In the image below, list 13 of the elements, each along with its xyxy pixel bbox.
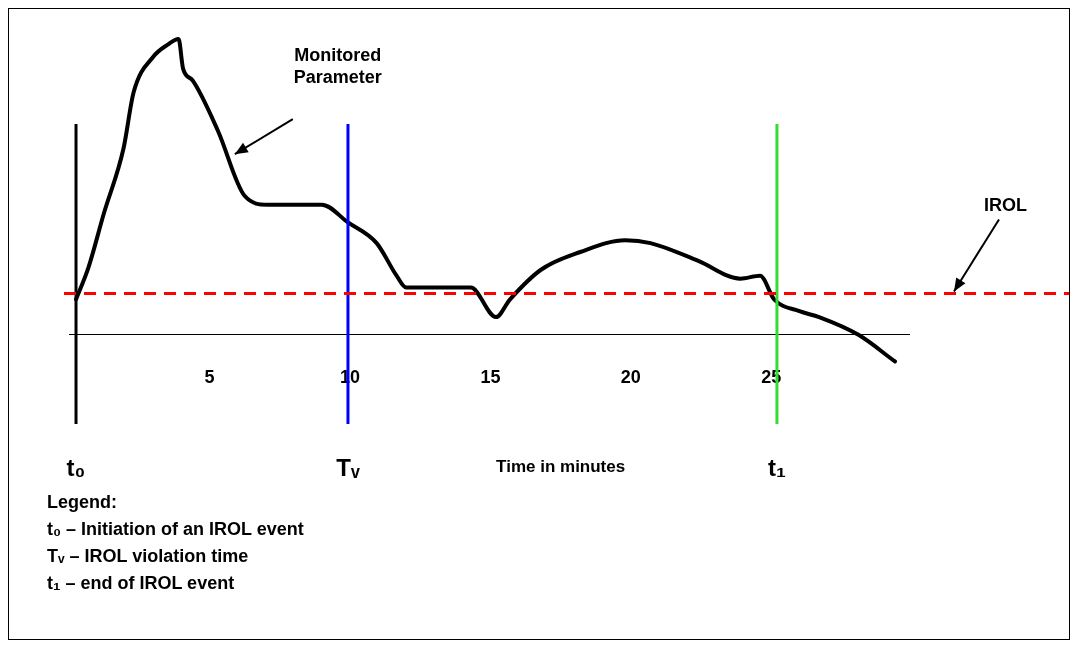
ref-line-label: IROL: [984, 195, 1027, 216]
x-tick-label: 15: [480, 366, 501, 387]
text: Tᵥ – IROL violation time: [47, 545, 250, 568]
text: t₀ – Initiation of an IROL event: [47, 518, 305, 541]
text: t₁ – end of IROL event: [47, 572, 236, 595]
ref-line-label: t₀: [66, 454, 86, 481]
ref-line-label: Tᵥ: [336, 454, 360, 481]
annotation: Monitored Parameter: [293, 45, 382, 88]
x-axis-title: Time in minutes: [496, 457, 626, 476]
ref-line-label: t₁: [768, 454, 786, 481]
text: Legend:: [47, 491, 118, 514]
x-tick-label: 20: [620, 366, 641, 387]
x-tick-label: 5: [204, 366, 215, 387]
